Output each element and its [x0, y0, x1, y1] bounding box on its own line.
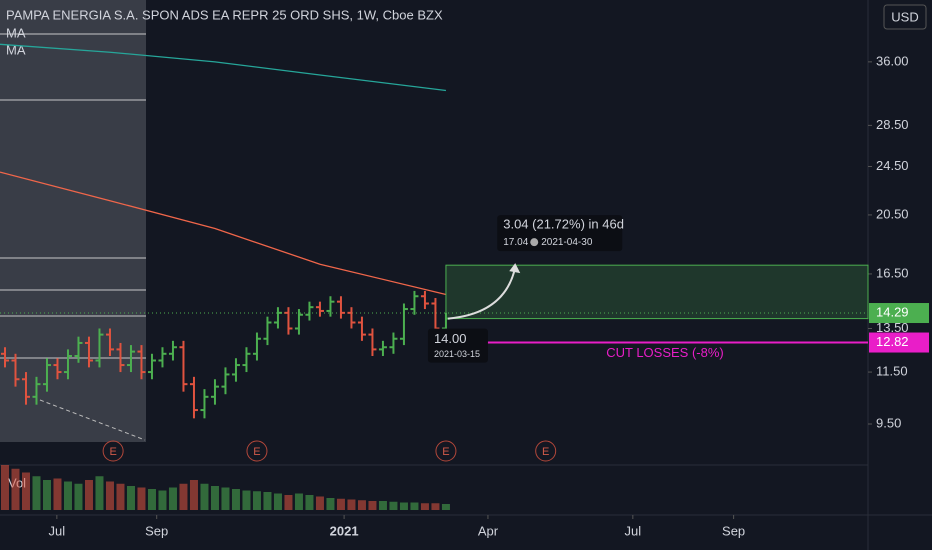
- volume-bar: [21, 472, 30, 510]
- y-tick-label: 16.50: [876, 265, 909, 280]
- chart-title: PAMPA ENERGIA S.A. SPON ADS EA REPR 25 O…: [6, 7, 443, 22]
- volume-bar: [95, 476, 104, 510]
- entry-callout: [427, 328, 488, 363]
- shaded-zone: [0, 0, 146, 442]
- price-badge-label: 14.29: [876, 304, 909, 319]
- x-tick-label: 2021: [330, 523, 359, 538]
- moving-average: [0, 171, 447, 296]
- volume-bar: [315, 496, 324, 510]
- volume-bar: [126, 486, 135, 510]
- volume-bar: [53, 478, 62, 510]
- volume-bar: [158, 490, 167, 510]
- target-change: 3.04 (21.72%) in 46d: [503, 217, 624, 232]
- y-tick-label: 11.50: [876, 364, 908, 379]
- volume-bar: [336, 498, 345, 510]
- trend-line: [39, 399, 146, 441]
- x-tick-label: Sep: [722, 523, 745, 538]
- volume-bar: [263, 492, 272, 510]
- x-tick-label: Apr: [478, 523, 499, 538]
- earnings-label: E: [109, 446, 116, 458]
- price-badge: [869, 332, 929, 353]
- y-tick-label: 9.50: [876, 415, 901, 430]
- volume-bar: [179, 483, 188, 510]
- volume-bar: [420, 503, 429, 510]
- volume-bar: [431, 503, 440, 510]
- legend-entry: MA: [6, 25, 26, 40]
- volume-bar: [273, 493, 282, 510]
- volume-bar: [0, 465, 9, 510]
- target-date: 2021-04-30: [541, 237, 593, 248]
- volume-bar: [378, 501, 387, 510]
- stop-text: CUT LOSSES (-8%): [606, 345, 724, 360]
- y-tick-label: 36.00: [876, 53, 909, 68]
- x-tick-label: Jul: [625, 523, 642, 538]
- volume-bar: [242, 490, 251, 510]
- volume-bar: [200, 483, 209, 510]
- entry-price: 14.00: [434, 331, 467, 346]
- x-tick-label: Jul: [49, 523, 66, 538]
- arrow-head: [509, 263, 521, 274]
- earnings-marker[interactable]: [102, 440, 124, 462]
- volume-bar: [305, 495, 314, 510]
- volume-bar: [168, 487, 177, 510]
- volume-bar: [389, 501, 398, 510]
- volume-bar: [147, 489, 156, 510]
- volume-bar: [347, 499, 356, 510]
- x-tick-label: Sep: [145, 523, 168, 538]
- y-tick-label: 13.50: [876, 320, 909, 335]
- volume-bar: [441, 504, 450, 510]
- volume-bar: [84, 480, 93, 510]
- earnings-marker[interactable]: [535, 440, 557, 462]
- volume-bar: [63, 481, 72, 510]
- volume-bar: [357, 500, 366, 510]
- volume-bar: [326, 498, 335, 510]
- price-badge: [869, 303, 929, 324]
- volume-bar: [210, 486, 219, 510]
- earnings-marker[interactable]: [435, 440, 457, 462]
- volume-bar: [137, 487, 146, 510]
- volume-bar: [189, 480, 198, 510]
- volume-bar: [294, 493, 303, 510]
- volume-bar: [399, 502, 408, 510]
- volume-bar: [368, 501, 377, 510]
- moving-average: [0, 43, 447, 92]
- target-price: 17.04: [503, 237, 528, 248]
- y-tick-label: 28.50: [876, 117, 909, 132]
- target-callout: [497, 215, 623, 252]
- volume-bar: [74, 483, 83, 510]
- earnings-marker[interactable]: [246, 440, 268, 462]
- y-tick-label: 20.50: [876, 206, 909, 221]
- clock-icon: [530, 238, 539, 247]
- currency-box[interactable]: [883, 4, 927, 30]
- volume-bar: [284, 495, 293, 510]
- earnings-label: E: [442, 446, 449, 458]
- volume-bar: [410, 502, 419, 510]
- earnings-label: E: [253, 446, 260, 458]
- volume-bar: [221, 487, 230, 510]
- target-zone: [445, 264, 869, 320]
- volume-bar: [42, 480, 51, 510]
- y-tick-label: 24.50: [876, 158, 909, 173]
- volume-bar: [116, 483, 125, 510]
- volume-bar: [32, 476, 41, 510]
- volume-bar: [11, 468, 20, 510]
- projection-arrow: [447, 266, 517, 320]
- entry-date: 2021-03-15: [434, 349, 480, 359]
- fib-lines: [0, 33, 146, 359]
- price-badge-label: 12.82: [876, 334, 909, 349]
- currency: USD: [891, 9, 918, 24]
- volume-bar: [105, 481, 114, 510]
- earnings-label: E: [542, 446, 549, 458]
- volume-bar: [252, 491, 261, 510]
- volume-bar: [231, 489, 240, 510]
